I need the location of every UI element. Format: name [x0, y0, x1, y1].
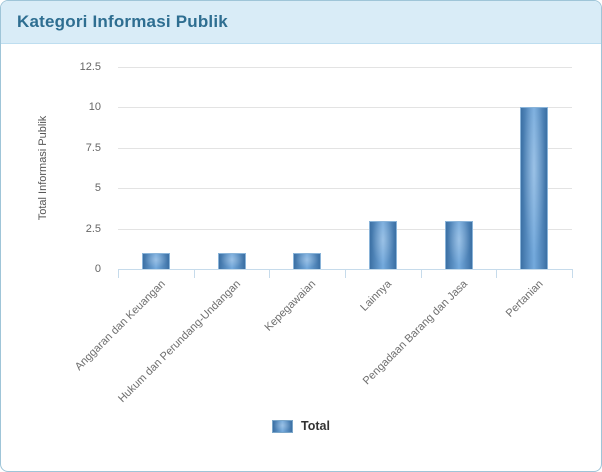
page-title: Kategori Informasi Publik — [17, 12, 228, 31]
axis-tick — [421, 269, 422, 278]
gridline — [118, 148, 572, 149]
bar-6[interactable] — [520, 107, 548, 269]
legend-label: Total — [301, 419, 330, 433]
axis-tick — [496, 269, 497, 278]
axis-tick — [572, 269, 573, 278]
legend-swatch-total — [272, 419, 294, 433]
x-axis-label: Kepegawaian — [262, 278, 319, 334]
bar-4[interactable] — [369, 221, 397, 269]
x-axis-label: Hukum dan Perundang-Undangan — [116, 278, 244, 405]
y-tick-label: 10 — [88, 101, 101, 113]
y-tick-label: 0 — [94, 263, 101, 275]
x-axis-label: Pertanian — [503, 278, 546, 320]
gridline — [118, 107, 572, 108]
axis-tick — [118, 269, 119, 278]
bar-3[interactable] — [293, 253, 321, 269]
gridline — [118, 67, 572, 68]
bar-1[interactable] — [142, 253, 170, 269]
bar-2[interactable] — [218, 253, 246, 269]
axis-tick — [194, 269, 195, 278]
axis-tick — [345, 269, 346, 278]
gridline — [118, 229, 572, 230]
y-tick-label: 7.5 — [85, 142, 101, 154]
x-axis-label: Lainnya — [358, 278, 395, 314]
axis-tick — [269, 269, 270, 278]
y-tick-label: 12.5 — [79, 61, 101, 73]
card-header: Kategori Informasi Publik — [1, 1, 601, 44]
y-tick-label: 2.5 — [85, 223, 101, 235]
bar-5[interactable] — [445, 221, 473, 269]
y-tick-label: 5 — [94, 182, 101, 194]
gridline — [118, 188, 572, 189]
legend[interactable]: Total — [1, 417, 601, 435]
y-axis-title: Total Informasi Publik — [37, 115, 49, 221]
